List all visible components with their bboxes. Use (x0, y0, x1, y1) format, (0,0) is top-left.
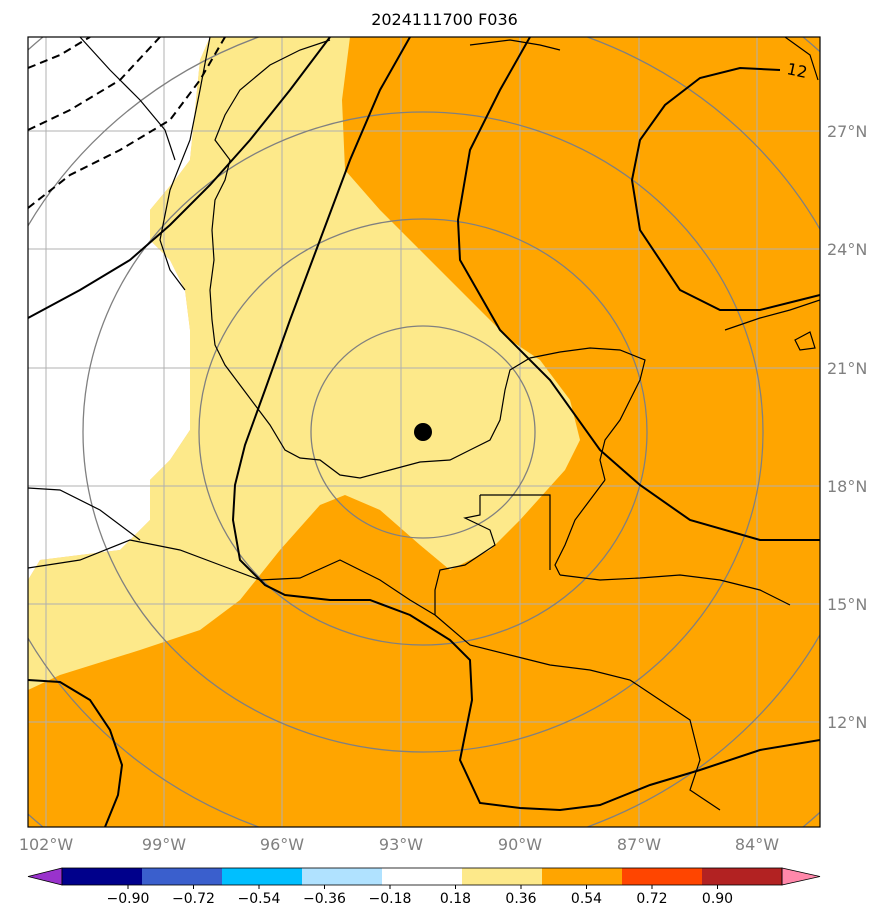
colorbar: −0.90 −0.72 −0.54 −0.36 −0.18 0.18 0.36 0.54 0.7… (27, 867, 821, 907)
colorbar-label: −0.36 (303, 891, 346, 907)
colorbar-segment (222, 868, 302, 885)
colorbar-label: −0.72 (172, 891, 215, 907)
lon-tick-labels: 102°W 99°W 96°W 93°W 90°W 87°W 84°W (19, 835, 779, 854)
colorbar-label: −0.90 (107, 891, 150, 907)
colorbar-segment (142, 868, 222, 885)
lat-tick-label: 12°N (827, 713, 867, 732)
map-border (27, 36, 821, 828)
lon-tick-label: 84°W (735, 835, 779, 854)
storm-center-marker (414, 423, 432, 441)
lon-tick-label: 93°W (379, 835, 423, 854)
colorbar-extend-high (781, 867, 821, 886)
colorbar-segment (62, 868, 142, 885)
lat-tick-label: 18°N (827, 477, 867, 496)
colorbar-label: 0.72 (636, 891, 667, 907)
colorbar-label: −0.18 (369, 891, 412, 907)
lat-tick-label: 24°N (827, 240, 867, 259)
solid-contours (28, 37, 820, 827)
lat-tick-label: 27°N (827, 122, 867, 141)
colorbar-segment (702, 868, 782, 885)
colorbar-extend-low (27, 867, 63, 886)
colorbar-segment (462, 868, 542, 885)
colorbar-outline (61, 867, 783, 886)
colorbar-label: 0.90 (702, 891, 733, 907)
colorbar-segment (622, 868, 702, 885)
contour-label: 12 (785, 59, 809, 82)
lon-tick-label: 96°W (260, 835, 304, 854)
lon-tick-label: 87°W (617, 835, 661, 854)
colorbar-segment (542, 868, 622, 885)
dashed-contours (28, 37, 226, 209)
lat-tick-labels: 27°N 24°N 21°N 18°N 15°N 12°N (827, 122, 867, 732)
colorbar-label: −0.54 (238, 891, 281, 907)
map-title: 2024111700 F036 (371, 10, 518, 29)
colorbar-label: 0.54 (571, 891, 602, 907)
colorbar-label: 0.18 (440, 891, 471, 907)
lon-tick-label: 102°W (19, 835, 74, 854)
lon-tick-label: 99°W (142, 835, 186, 854)
yellow-region (28, 37, 580, 690)
colorbar-segment (382, 868, 462, 885)
lat-tick-label: 21°N (827, 359, 867, 378)
graticule (28, 37, 820, 827)
lon-tick-label: 90°W (498, 835, 542, 854)
colorbar-label: 0.36 (505, 891, 536, 907)
lat-tick-label: 15°N (827, 595, 867, 614)
colorbar-segment (302, 868, 382, 885)
